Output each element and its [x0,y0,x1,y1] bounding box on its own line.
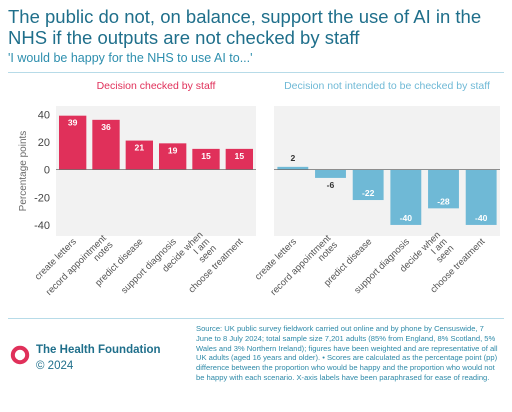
checked-value-label: 39 [68,118,78,128]
y-tick-label: -20 [34,192,50,204]
checked-value-label: 15 [201,151,211,161]
chart-subtitle: 'I would be happy for the NHS to use AI … [8,51,253,65]
checked-panel-title: Decision checked by staff [97,80,216,92]
not-checked-value-label: -40 [400,213,413,223]
not-checked-bar-support-diagnosis [390,169,422,225]
not-checked-panel-title: Decision not intended to be checked by s… [284,80,490,92]
checked-value-label: 19 [168,145,178,155]
checked-bar-predict-disease [125,140,153,170]
checked-value-label: 21 [135,143,145,153]
checked-bar-decide-when-i-am-seen [192,148,220,170]
checked-bar-record-appointment-notes [92,119,120,170]
checked-bar-choose-treatment [225,148,253,170]
y-tick-label: 40 [38,109,50,121]
not-checked-bar-choose-treatment [465,169,497,225]
not-checked-panel-background [274,106,500,236]
not-checked-bar-predict-disease [352,169,384,201]
top-divider [8,72,504,73]
not-checked-category-label: record appointmentnotes [268,232,340,304]
y-axis-label: Percentage points [18,131,29,212]
not-checked-value-label: 2 [290,153,295,163]
health-foundation-logo-icon [10,345,30,365]
not-checked-value-label: -6 [327,180,335,190]
y-tick-label: 0 [44,165,50,177]
not-checked-value-label: -22 [362,188,375,198]
not-checked-bar-record-appointment-notes [315,169,346,178]
y-tick-label: -40 [34,220,50,232]
checked-bar-create-letters [59,115,87,170]
checked-panel-background [56,106,256,236]
chart-area: Percentage points 40 20 0 -20 -40 Decision che… [18,80,500,304]
source-note: Source: UK public survey fieldwork carri… [196,324,498,382]
bottom-divider [8,318,504,319]
checked-value-label: 15 [235,151,245,161]
y-tick-label: 20 [38,137,50,149]
not-checked-bar-decide-when-i-am-seen [428,169,459,209]
not-checked-value-label: -28 [437,196,450,206]
chart-title: The public do not, on balance, support t… [8,6,482,48]
not-checked-value-label: -40 [475,213,488,223]
brand-name: The Health Foundation [36,344,161,356]
checked-bar-support-diagnosis [159,143,187,170]
not-checked-bar-create-letters [277,166,309,170]
checked-value-label: 36 [101,122,111,132]
brand-year: © 2024 [36,360,74,372]
